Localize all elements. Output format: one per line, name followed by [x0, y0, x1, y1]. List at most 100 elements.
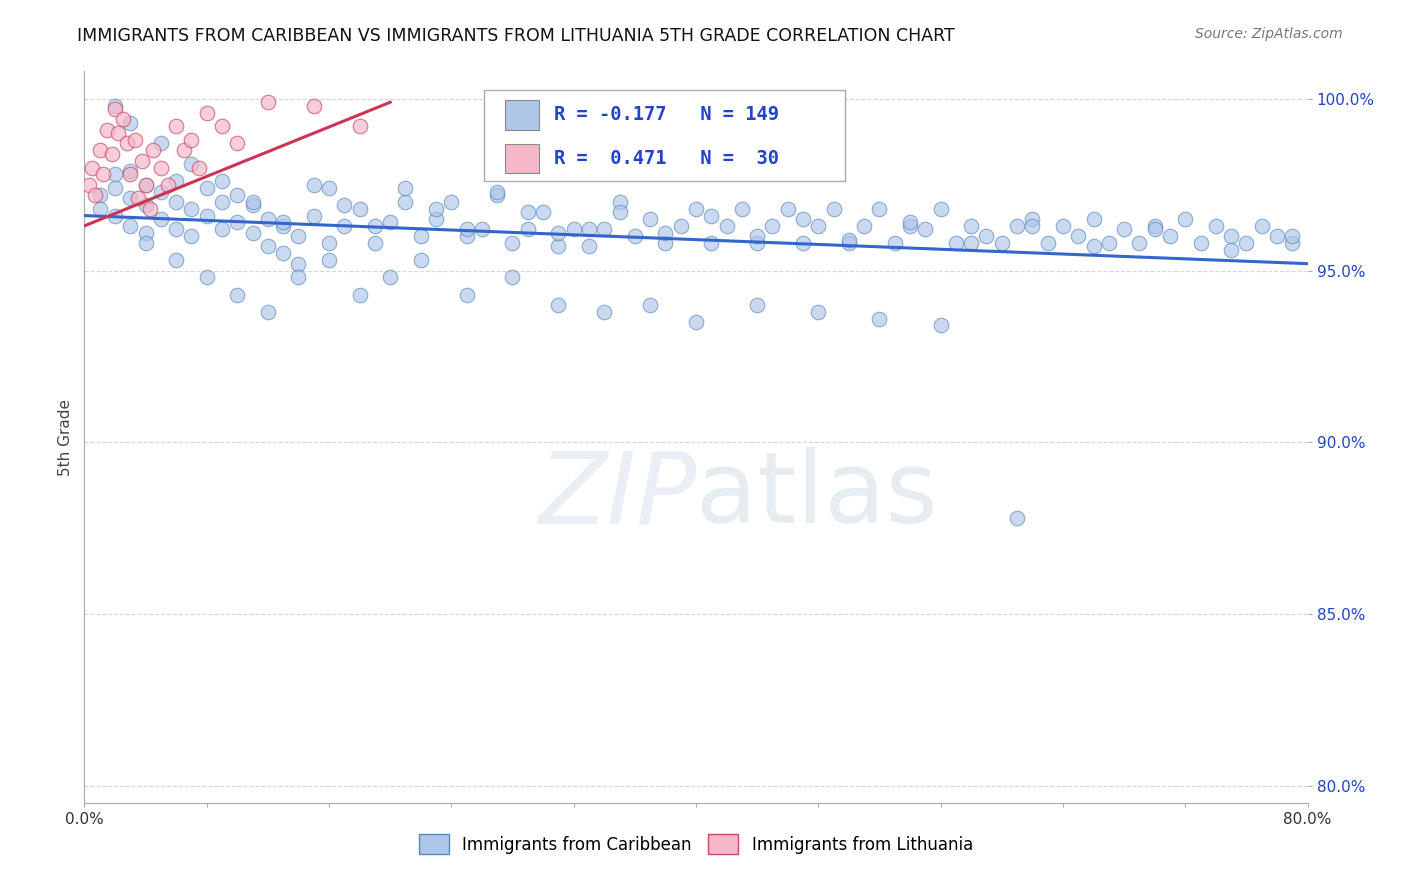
Point: [502, 270, 524, 285]
Point: [380, 215, 402, 229]
Point: [976, 229, 998, 244]
Point: [1067, 229, 1090, 244]
Point: [516, 205, 538, 219]
Point: [104, 209, 127, 223]
Point: [807, 304, 830, 318]
Point: [409, 253, 432, 268]
Point: [120, 116, 142, 130]
Point: [486, 188, 509, 202]
Text: atlas: atlas: [696, 447, 938, 544]
Point: [287, 270, 309, 285]
Point: [211, 120, 233, 134]
Point: [823, 202, 845, 216]
Point: [211, 174, 233, 188]
Point: [318, 235, 340, 250]
Point: [792, 235, 814, 250]
Point: [1236, 235, 1258, 250]
Point: [257, 95, 280, 110]
Point: [776, 202, 799, 216]
Text: R = -0.177   N = 149: R = -0.177 N = 149: [554, 105, 779, 124]
Point: [685, 202, 707, 216]
Point: [157, 178, 180, 192]
Point: [364, 219, 387, 233]
Text: ZIP: ZIP: [537, 447, 696, 544]
Point: [869, 311, 891, 326]
Point: [1143, 222, 1166, 236]
Point: [271, 219, 294, 233]
Point: [624, 229, 647, 244]
Point: [149, 212, 172, 227]
Point: [898, 215, 921, 229]
Point: [318, 253, 340, 268]
Text: R =  0.471   N =  30: R = 0.471 N = 30: [554, 149, 779, 168]
Point: [333, 198, 356, 212]
Point: [1281, 235, 1303, 250]
FancyBboxPatch shape: [505, 100, 540, 129]
Point: [318, 181, 340, 195]
Point: [139, 202, 162, 216]
Point: [195, 105, 218, 120]
Point: [149, 161, 172, 175]
Point: [609, 205, 631, 219]
Point: [409, 229, 432, 244]
Legend: Immigrants from Caribbean, Immigrants from Lithuania: Immigrants from Caribbean, Immigrants fr…: [412, 828, 980, 860]
Point: [165, 120, 187, 134]
Point: [226, 188, 249, 202]
Point: [96, 122, 118, 136]
Point: [107, 126, 129, 140]
Point: [380, 270, 402, 285]
Point: [131, 153, 153, 168]
Point: [165, 253, 187, 268]
Point: [349, 287, 371, 301]
Point: [180, 202, 202, 216]
Point: [1005, 510, 1028, 524]
Point: [364, 235, 387, 250]
Point: [165, 194, 187, 209]
Point: [578, 222, 600, 236]
Point: [547, 239, 569, 253]
Point: [1159, 229, 1181, 244]
Point: [1021, 212, 1043, 227]
Point: [685, 315, 707, 329]
Point: [287, 257, 309, 271]
Point: [89, 144, 111, 158]
Point: [638, 212, 661, 227]
Point: [1114, 222, 1136, 236]
Point: [120, 164, 142, 178]
Point: [1005, 219, 1028, 233]
Point: [747, 298, 769, 312]
Point: [195, 270, 218, 285]
Point: [242, 226, 264, 240]
Point: [838, 233, 860, 247]
Point: [226, 136, 249, 151]
Point: [135, 198, 157, 212]
Point: [349, 202, 371, 216]
Point: [1052, 219, 1074, 233]
Point: [440, 194, 463, 209]
Point: [1143, 219, 1166, 233]
Point: [609, 194, 631, 209]
Text: IMMIGRANTS FROM CARIBBEAN VS IMMIGRANTS FROM LITHUANIA 5TH GRADE CORRELATION CHA: IMMIGRANTS FROM CARIBBEAN VS IMMIGRANTS …: [77, 27, 955, 45]
Y-axis label: 5th Grade: 5th Grade: [58, 399, 73, 475]
Point: [257, 212, 280, 227]
Point: [654, 235, 676, 250]
Point: [669, 219, 692, 233]
Point: [486, 185, 509, 199]
Point: [91, 167, 114, 181]
Point: [226, 215, 249, 229]
Point: [945, 235, 967, 250]
Point: [165, 174, 187, 188]
Point: [349, 120, 371, 134]
Point: [898, 219, 921, 233]
Point: [700, 209, 723, 223]
Point: [716, 219, 738, 233]
Point: [242, 198, 264, 212]
Point: [1036, 235, 1059, 250]
Point: [456, 222, 478, 236]
Point: [302, 178, 325, 192]
Point: [593, 304, 616, 318]
Point: [792, 212, 814, 227]
Point: [425, 212, 447, 227]
Point: [991, 235, 1014, 250]
Point: [333, 219, 356, 233]
